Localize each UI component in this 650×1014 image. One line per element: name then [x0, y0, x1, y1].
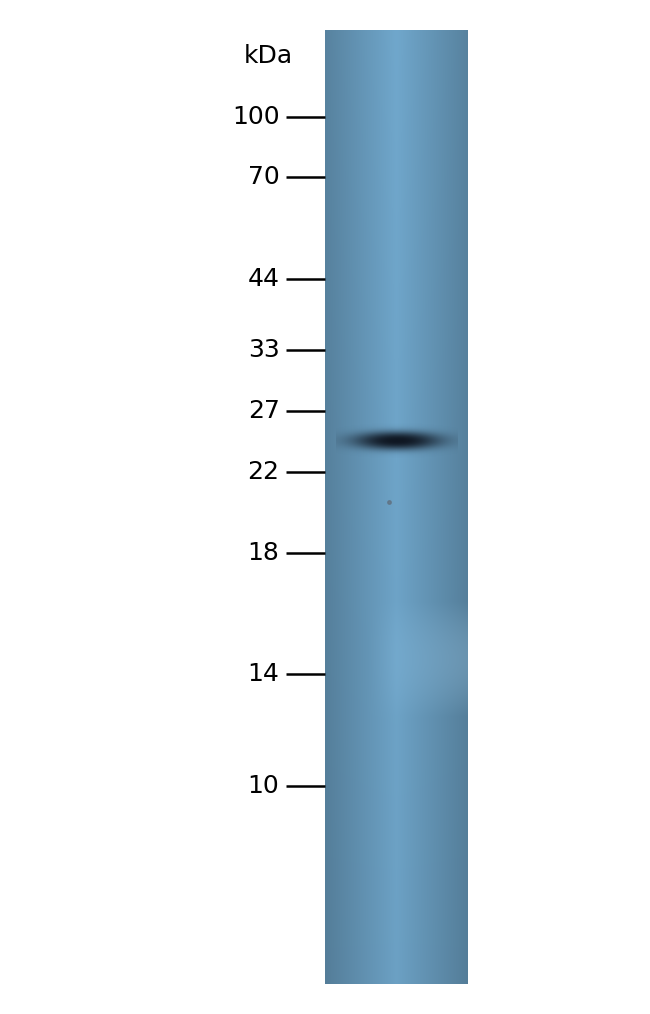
Text: 70: 70 [248, 165, 280, 190]
Text: 27: 27 [248, 399, 280, 423]
Text: 100: 100 [232, 104, 280, 129]
Text: 33: 33 [248, 338, 280, 362]
Text: 14: 14 [248, 662, 280, 686]
Text: 10: 10 [248, 774, 280, 798]
Text: kDa: kDa [243, 44, 292, 68]
Text: 18: 18 [248, 540, 280, 565]
Text: 22: 22 [248, 459, 280, 484]
Text: 44: 44 [248, 267, 280, 291]
